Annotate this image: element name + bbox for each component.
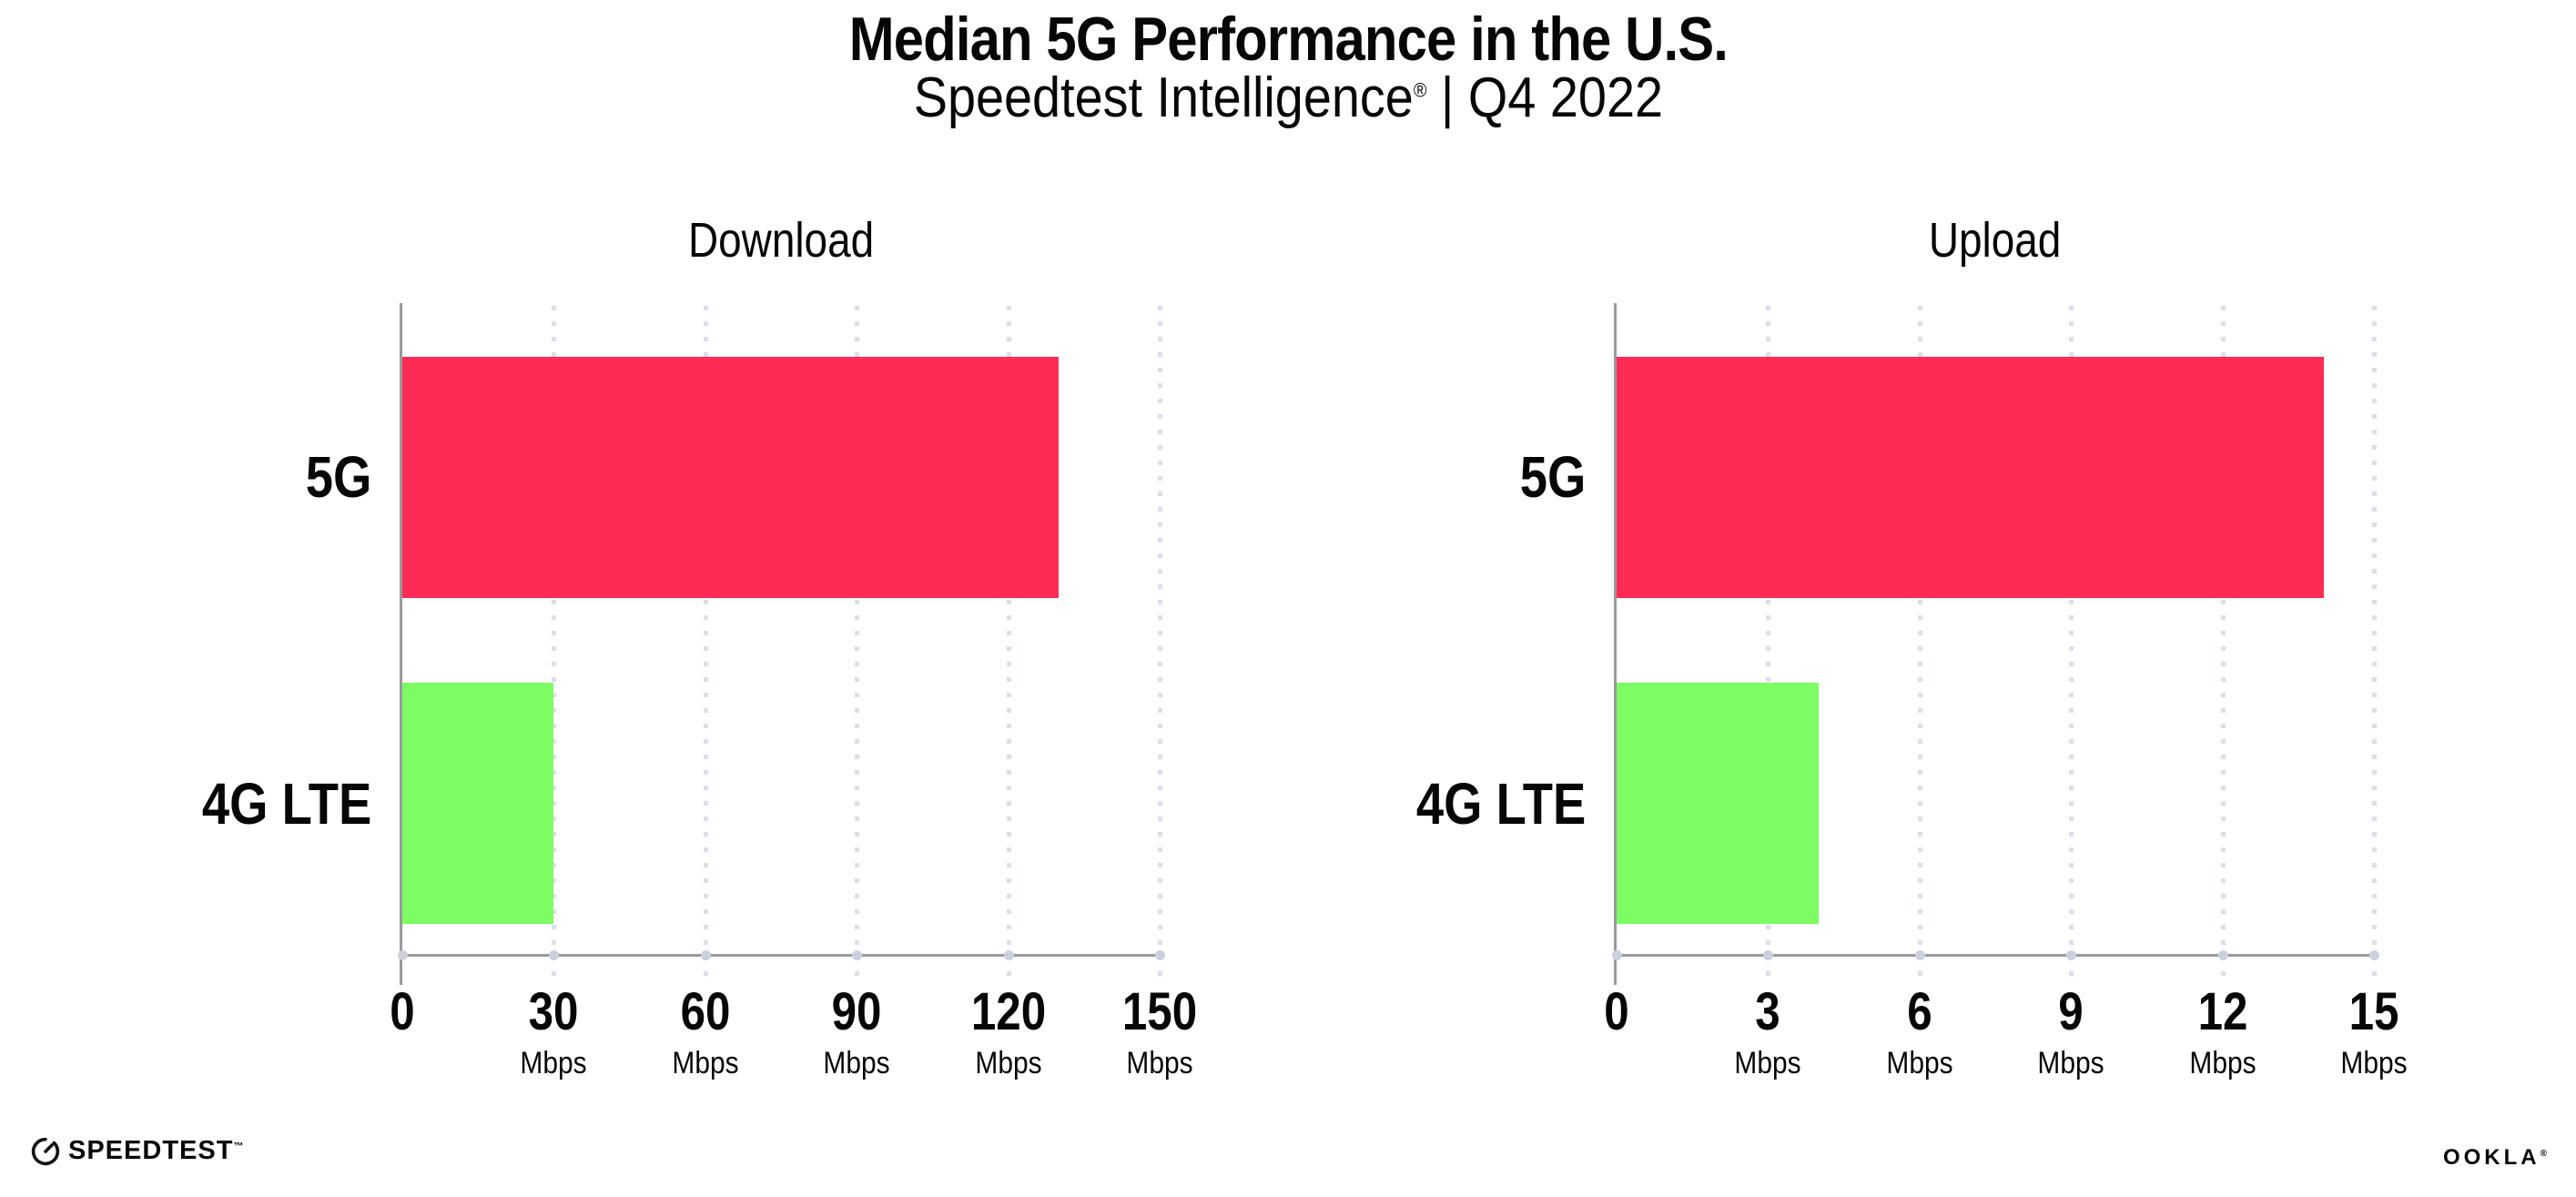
gridline-12	[2220, 306, 2226, 984]
x-tick-value: 150	[1121, 982, 1198, 1041]
page-subtitle: Speedtest Intelligence® | Q4 2022	[0, 66, 2576, 130]
x-tick-value: 90	[831, 982, 882, 1041]
axis-tick-dot	[700, 950, 711, 960]
x-axis-line	[400, 954, 1162, 957]
x-tick-label: 12 Mbps	[2150, 981, 2296, 1081]
y-axis-line	[1614, 303, 1617, 985]
gridline-120	[1006, 306, 1011, 984]
x-tick-unit: Mbps	[975, 1046, 1042, 1080]
gridline-9	[2069, 306, 2074, 984]
axis-tick-dot	[1003, 950, 1014, 960]
page-subtitle-text: Speedtest Intelligence® | Q4 2022	[913, 66, 1662, 130]
x-tick-label: 90 Mbps	[784, 981, 929, 1081]
chart-upload: Upload 0 3 Mbps 6 Mbps 9 Mbps 12 Mbps 15 Mbps 5G 4G …	[1416, 213, 2408, 1080]
axis-tick-dot	[1763, 950, 1774, 960]
subtitle-period: | Q4 2022	[1426, 66, 1663, 129]
x-tick-label: 60 Mbps	[633, 981, 778, 1081]
category-label-4g-lte: 4G LTE	[1415, 770, 1586, 837]
category-label-5g: 5G	[1519, 444, 1586, 511]
speedometer-gauge-icon	[31, 1137, 60, 1165]
x-tick-label: 0	[1544, 981, 1689, 1042]
x-tick-value: 15	[2348, 982, 2399, 1041]
x-tick-value: 30	[528, 982, 579, 1041]
axis-tick-dot	[2217, 950, 2228, 960]
axis-tick-dot	[1914, 950, 1925, 960]
registered-mark-icon: ®	[1413, 78, 1427, 102]
x-tick-value: 0	[390, 982, 415, 1041]
x-tick-unit: Mbps	[1886, 1046, 1953, 1080]
axis-tick-dot	[1612, 950, 1622, 960]
gridline-60	[703, 306, 708, 984]
page-title: Median 5G Performance in the U.S.	[0, 4, 2576, 75]
axis-tick-dot	[549, 950, 560, 960]
gridline-30	[552, 306, 557, 984]
ookla-logo: OOKLA®	[2443, 1145, 2547, 1171]
x-tick-label: 15 Mbps	[2301, 981, 2447, 1081]
axis-tick-dot	[1155, 950, 1165, 960]
ookla-wordmark: OOKLA	[2442, 1145, 2541, 1170]
x-tick-unit: Mbps	[2340, 1046, 2408, 1080]
x-tick-value: 120	[970, 982, 1046, 1041]
x-tick-unit: Mbps	[2189, 1046, 2257, 1080]
subtitle-brand: Speedtest Intelligence	[913, 66, 1414, 129]
x-tick-unit: Mbps	[520, 1046, 587, 1080]
gridline-150	[1158, 306, 1162, 984]
axis-tick-dot	[852, 950, 863, 960]
y-axis-line	[400, 303, 402, 985]
axis-tick-dot	[2066, 950, 2077, 960]
x-tick-value: 60	[680, 982, 731, 1041]
chart-upload-title: Upload	[1929, 213, 2062, 268]
x-tick-label: 9 Mbps	[1998, 981, 2144, 1081]
bar-5g	[1617, 356, 2324, 598]
gridline-90	[855, 306, 860, 984]
x-tick-unit: Mbps	[1734, 1046, 1801, 1080]
x-tick-label: 150 Mbps	[1087, 981, 1232, 1081]
category-label-5g: 5G	[305, 444, 371, 511]
registered-mark-icon: ®	[2540, 1149, 2547, 1159]
category-label-4g-lte: 4G LTE	[201, 770, 371, 837]
speedtest-wordmark: SPEEDTEST™	[68, 1136, 245, 1165]
gridline-15	[2372, 306, 2377, 984]
speedtest-logo: SPEEDTEST™	[31, 1136, 244, 1166]
x-tick-unit: Mbps	[823, 1046, 890, 1080]
bar-4g-lte	[402, 683, 554, 925]
x-tick-label: 0	[330, 981, 475, 1042]
axis-tick-dot	[398, 950, 408, 960]
gridline-6	[1917, 306, 1922, 984]
x-tick-value: 0	[1604, 982, 1629, 1041]
x-axis-line	[1614, 954, 2377, 957]
chart-download-title: Download	[687, 213, 875, 268]
x-tick-label: 120 Mbps	[936, 981, 1081, 1081]
page-title-text: Median 5G Performance in the U.S.	[848, 5, 1728, 74]
axis-tick-dot	[2369, 950, 2379, 960]
gridline-3	[1766, 306, 1771, 984]
x-tick-unit: Mbps	[2037, 1046, 2104, 1080]
x-tick-value: 3	[1755, 982, 1781, 1041]
bar-5g	[402, 356, 1060, 598]
x-tick-unit: Mbps	[1126, 1046, 1193, 1080]
x-tick-label: 6 Mbps	[1847, 981, 1993, 1081]
x-tick-value: 9	[2058, 982, 2084, 1041]
x-tick-value: 6	[1907, 982, 1932, 1041]
x-tick-label: 3 Mbps	[1695, 981, 1841, 1081]
x-tick-label: 30 Mbps	[481, 981, 626, 1081]
x-tick-value: 12	[2197, 982, 2248, 1041]
x-tick-unit: Mbps	[672, 1046, 739, 1080]
chart-download: Download 0 30 Mbps 60 Mbps 90 Mbps 120 Mbps 150 Mb…	[202, 213, 1198, 1080]
trademark-icon: ™	[233, 1141, 245, 1152]
bar-4g-lte	[1617, 683, 1819, 925]
